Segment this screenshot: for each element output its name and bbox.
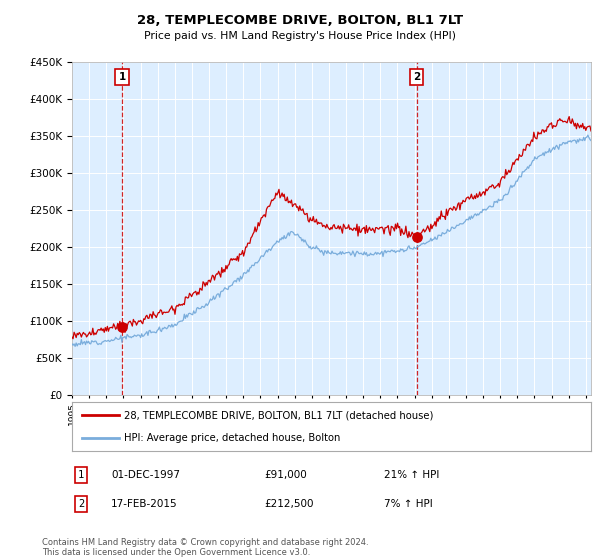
Text: 7% ↑ HPI: 7% ↑ HPI [384,499,433,509]
Text: 1: 1 [78,470,84,480]
Text: 28, TEMPLECOMBE DRIVE, BOLTON, BL1 7LT (detached house): 28, TEMPLECOMBE DRIVE, BOLTON, BL1 7LT (… [124,410,433,421]
Point [412,233,421,242]
Text: 1: 1 [118,72,125,82]
Point [117,323,127,332]
Text: Price paid vs. HM Land Registry's House Price Index (HPI): Price paid vs. HM Land Registry's House … [144,31,456,41]
Text: 01-DEC-1997: 01-DEC-1997 [111,470,180,480]
Text: 2: 2 [413,72,420,82]
Text: 17-FEB-2015: 17-FEB-2015 [111,499,178,509]
Text: 21% ↑ HPI: 21% ↑ HPI [384,470,439,480]
Text: HPI: Average price, detached house, Bolton: HPI: Average price, detached house, Bolt… [124,433,340,443]
Text: £91,000: £91,000 [264,470,307,480]
Text: £212,500: £212,500 [264,499,314,509]
Text: 28, TEMPLECOMBE DRIVE, BOLTON, BL1 7LT: 28, TEMPLECOMBE DRIVE, BOLTON, BL1 7LT [137,14,463,27]
Text: 2: 2 [78,499,84,509]
Text: Contains HM Land Registry data © Crown copyright and database right 2024.
This d: Contains HM Land Registry data © Crown c… [42,538,368,557]
